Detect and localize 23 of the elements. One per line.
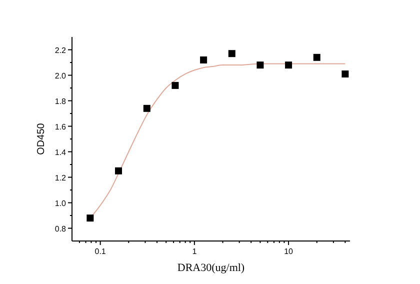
y-tick-label: 1.6 <box>54 122 67 132</box>
y-tick-label: 1.2 <box>54 173 67 182</box>
x-tick-label: 1 <box>192 247 198 256</box>
point <box>228 50 236 58</box>
point <box>86 214 94 222</box>
x-tick-label: 0.1 <box>94 247 106 256</box>
point <box>200 56 208 64</box>
y-tick-label: 1.8 <box>54 96 67 106</box>
y-tick-label: 0.8 <box>54 224 67 234</box>
point <box>285 62 292 69</box>
point <box>172 82 179 89</box>
y-tick-label: 2.2 <box>54 46 67 55</box>
y-axis-title: OD450 <box>36 122 47 155</box>
point <box>342 70 349 78</box>
point <box>256 62 264 69</box>
point <box>115 167 122 174</box>
y-tick-label: 1.4 <box>54 148 67 157</box>
x-axis-title: DRA30(ug/ml) <box>177 262 245 274</box>
x-tick-label: 10 <box>284 247 294 256</box>
y-tick-label: 1.0 <box>54 198 67 208</box>
point <box>143 104 150 112</box>
y-tick-label: 2.0 <box>54 71 67 80</box>
point <box>313 54 320 61</box>
